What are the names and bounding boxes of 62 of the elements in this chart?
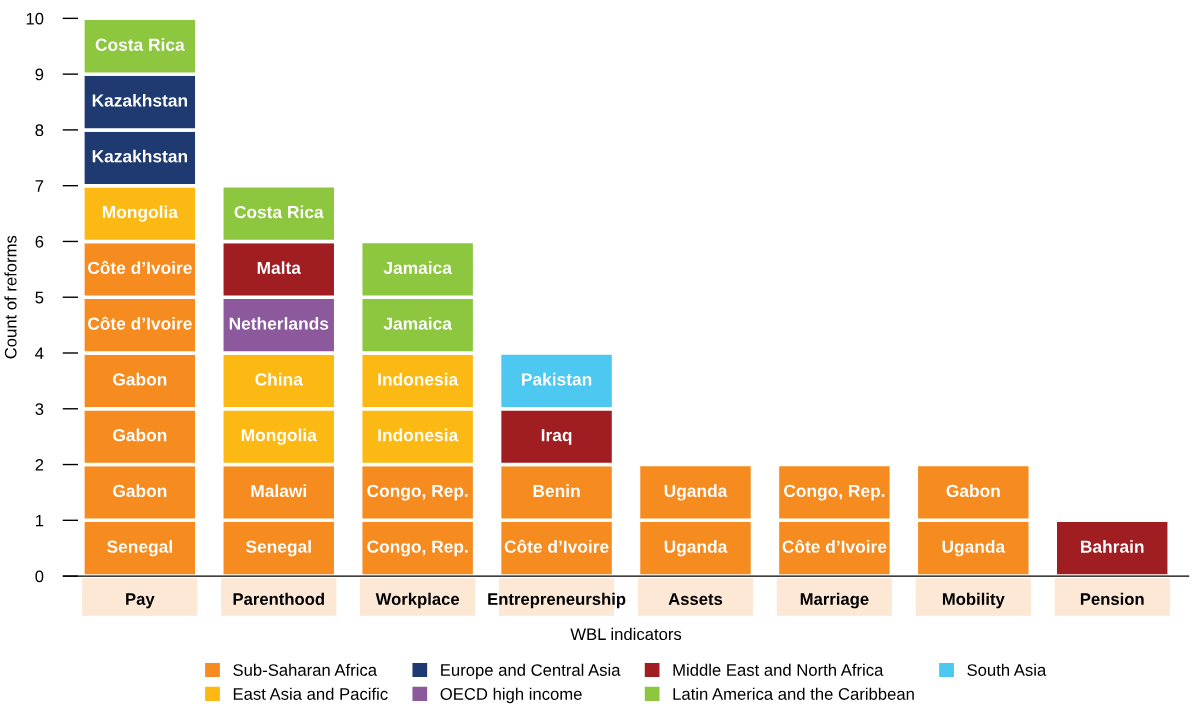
data-label: Iraq bbox=[541, 429, 572, 445]
data-label: Uganda bbox=[664, 484, 728, 501]
data-label: Netherlands bbox=[229, 317, 329, 330]
y-tick-label: 4 bbox=[35, 347, 44, 360]
data-label: Malta bbox=[257, 261, 302, 274]
data-label: Malawi bbox=[251, 484, 306, 498]
y-tick-label: 0 bbox=[35, 570, 44, 583]
data-label: Côte d’Ivoire bbox=[87, 260, 192, 274]
data-label: Costa Rica bbox=[95, 38, 185, 51]
x-tick-label: Pay bbox=[126, 593, 155, 609]
x-tick-label: Assets bbox=[668, 593, 723, 605]
data-label: Côte d’Ivoire bbox=[504, 539, 609, 553]
data-label: Senegal bbox=[107, 540, 172, 557]
y-tick-label: 5 bbox=[35, 291, 44, 304]
legend-label: Middle East and North Africa bbox=[673, 663, 884, 676]
y-tick-label: 7 bbox=[35, 180, 44, 192]
legend-label: Latin America and the Caribbean bbox=[673, 687, 914, 700]
data-label: Indonesia bbox=[378, 428, 459, 442]
legend-label: Europe and Central Asia bbox=[441, 663, 621, 680]
x-tick-label: Marriage bbox=[800, 592, 869, 609]
x-tick-label: Mobility bbox=[942, 592, 1005, 609]
data-label: Gabon bbox=[946, 484, 1000, 498]
y-tick-label: 10 bbox=[26, 12, 44, 25]
data-label: Jamaica bbox=[383, 317, 453, 330]
legend-label: East Asia and Pacific bbox=[233, 687, 388, 700]
y-tick-label: 1 bbox=[36, 514, 44, 527]
data-label: Uganda bbox=[664, 540, 728, 557]
data-label: Gabon bbox=[113, 484, 167, 498]
y-tick-label: 6 bbox=[35, 235, 44, 248]
data-label: Pakistan bbox=[522, 372, 592, 386]
data-label: Congo, Rep. bbox=[367, 540, 468, 557]
y-tick-label: 2 bbox=[35, 458, 44, 471]
data-label: Uganda bbox=[942, 540, 1006, 557]
data-label: Congo, Rep. bbox=[784, 484, 885, 501]
data-label: Senegal bbox=[245, 540, 311, 557]
x-tick-label: Workplace bbox=[375, 592, 460, 609]
x-axis-title: WBL indicators bbox=[570, 627, 682, 641]
x-tick-label: Entrepreneurship bbox=[488, 592, 626, 609]
data-label: Gabon bbox=[113, 428, 167, 442]
data-label: Kazakhstan bbox=[92, 93, 188, 107]
data-label: Indonesia bbox=[378, 372, 459, 386]
data-label: Côte d’Ivoire bbox=[87, 316, 192, 330]
data-label: Kazakhstan bbox=[92, 149, 188, 163]
x-tick-label: Pension bbox=[1080, 592, 1144, 605]
data-label: Jamaica bbox=[383, 261, 453, 274]
legend-label: South Asia bbox=[967, 663, 1047, 676]
data-label: Costa Rica bbox=[234, 205, 324, 219]
x-tick-label: Parenthood bbox=[233, 592, 324, 605]
y-tick-label: 3 bbox=[35, 403, 44, 415]
legend-label: Sub-Saharan Africa bbox=[233, 663, 378, 676]
data-label: Congo, Rep. bbox=[367, 484, 468, 501]
data-label: Bahrain bbox=[1081, 540, 1144, 553]
data-label: Benin bbox=[533, 484, 580, 498]
data-label: China bbox=[255, 372, 303, 386]
y-tick-label: 8 bbox=[35, 124, 44, 137]
data-label: Mongolia bbox=[241, 428, 317, 445]
data-label: Côte d’Ivoire bbox=[782, 539, 887, 553]
y-tick-label: 9 bbox=[35, 68, 44, 81]
legend-label: OECD high income bbox=[440, 687, 582, 704]
data-label: Gabon bbox=[113, 372, 167, 386]
y-axis-title: Count of reforms bbox=[4, 235, 17, 359]
data-label: Mongolia bbox=[102, 205, 179, 222]
